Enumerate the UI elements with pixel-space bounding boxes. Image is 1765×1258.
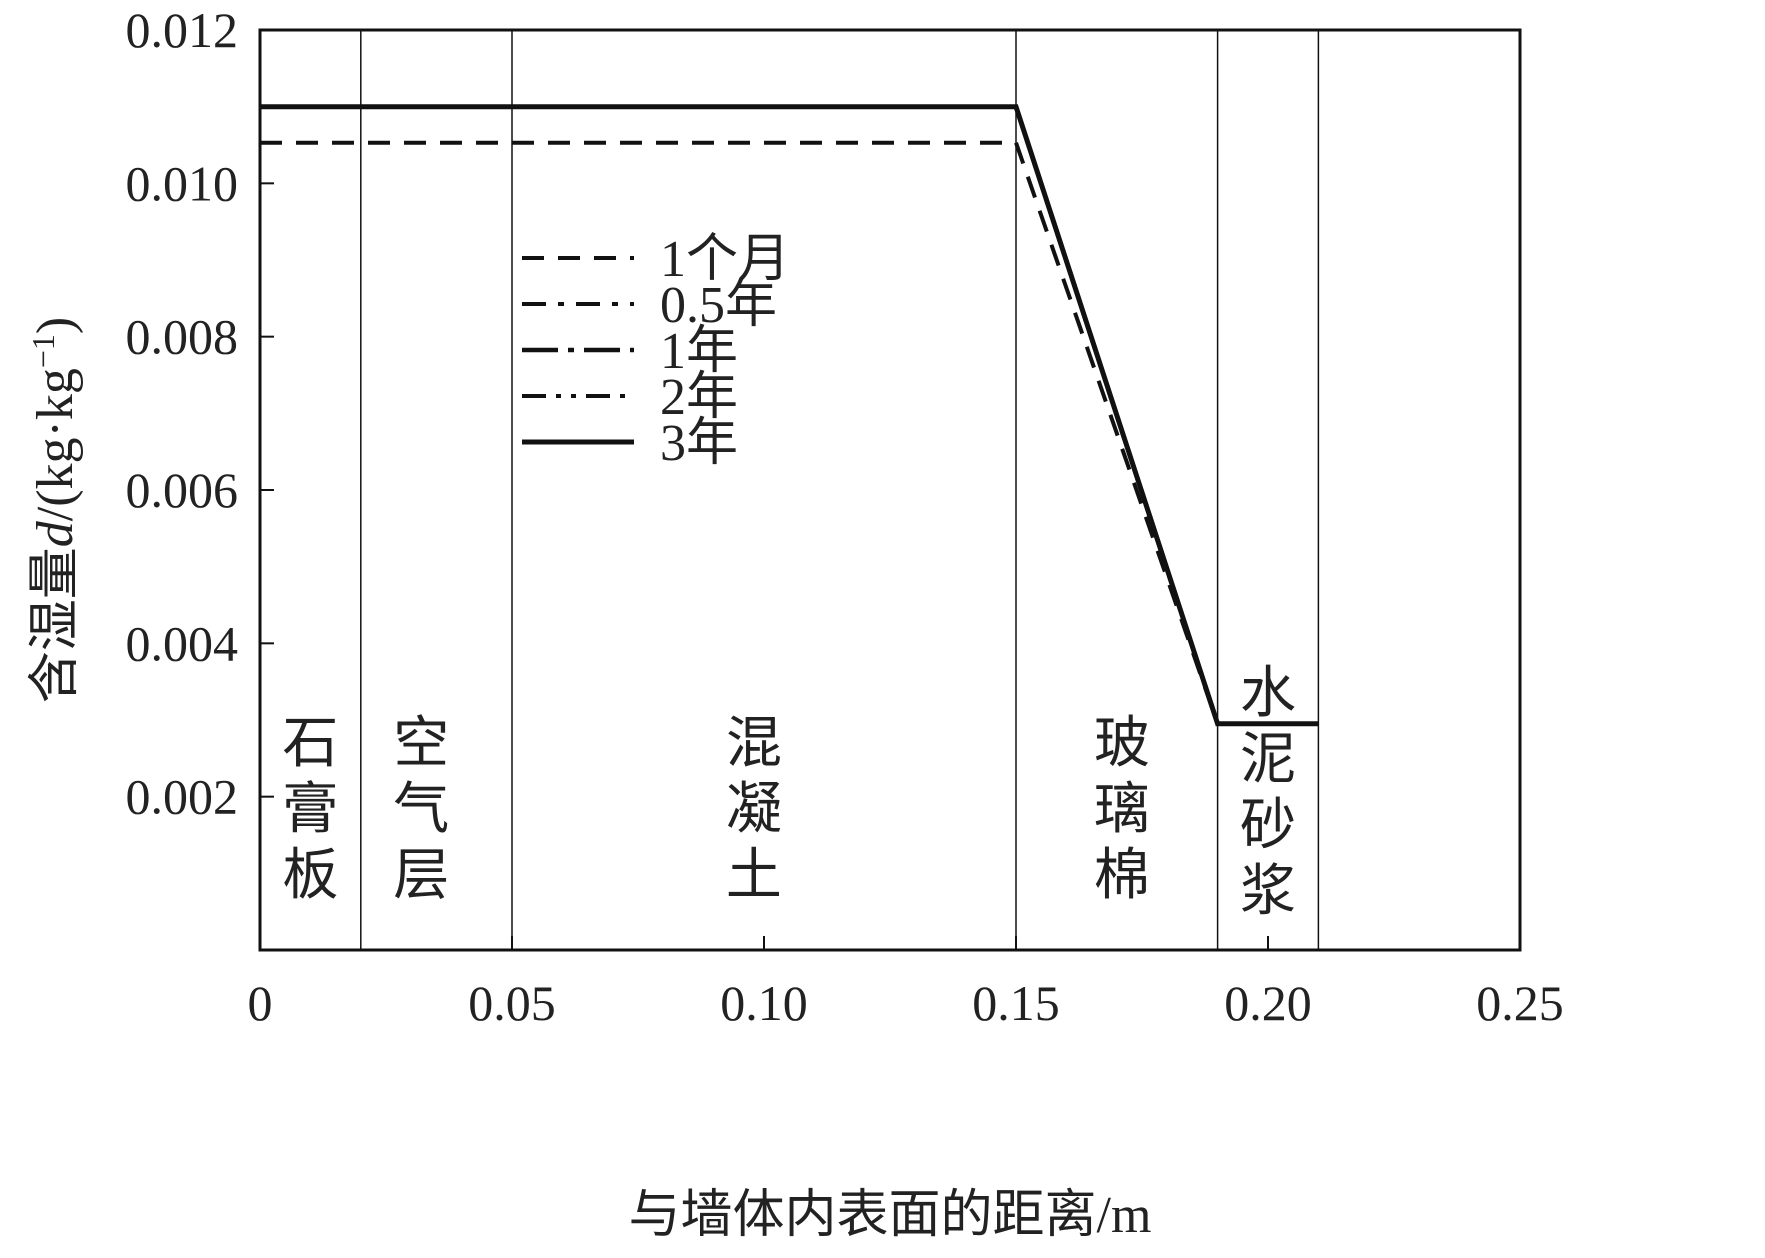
layer-boundaries — [360, 30, 1320, 950]
y-tick-label: 0.012 — [126, 2, 239, 58]
legend-label: 1年 — [660, 323, 738, 380]
layer-label-char: 璃 — [1094, 779, 1150, 841]
y-axis-label-unit-superscript: −1 — [25, 334, 61, 368]
layer-label-char: 混 — [726, 713, 782, 775]
legend-item: 2年 — [522, 369, 738, 426]
axis-ticks — [259, 29, 1521, 950]
layer-label-char: 气 — [393, 779, 449, 841]
legend-item: 0.5年 — [522, 277, 777, 334]
layer-label-char: 水 — [1240, 663, 1296, 725]
layer-label-char: 砂 — [1240, 795, 1296, 857]
layer-label-char: 空 — [393, 713, 449, 775]
series-line-dashdot — [260, 104, 1319, 726]
legend-label: 3年 — [660, 415, 738, 472]
legend-item: 1个月 — [522, 231, 790, 288]
x-tick-label: 0.25 — [1476, 975, 1564, 1031]
series-line-longdashdot — [260, 104, 1319, 727]
y-axis-label-variable: d — [27, 520, 84, 547]
legend-item: 3年 — [522, 415, 738, 472]
y-axis-label-unit: /(kg·kg — [27, 368, 84, 521]
layer-label: 混凝土 — [726, 713, 782, 907]
y-tick-label: 0.004 — [126, 615, 239, 671]
legend-label: 2年 — [660, 369, 738, 426]
x-tick-label: 0.15 — [972, 975, 1060, 1031]
y-axis-label-unit-close: ) — [27, 317, 84, 334]
layer-label-char: 石 — [282, 713, 338, 775]
layer-label: 石膏板 — [282, 713, 338, 907]
series-line-solid — [260, 104, 1319, 727]
layer-label-char: 玻 — [1094, 713, 1150, 775]
legend-item: 1年 — [522, 323, 738, 380]
layer-label-char: 膏 — [282, 779, 338, 841]
y-axis-label: 含湿量d/(kg·kg−1) — [25, 317, 84, 703]
layer-label-char: 泥 — [1240, 729, 1296, 791]
y-tick-label: 0.006 — [126, 462, 239, 518]
layer-label-char: 浆 — [1240, 861, 1296, 923]
legend-label: 0.5年 — [660, 277, 777, 334]
layer-label-char: 板 — [282, 845, 338, 907]
series-line-dashdotdot — [260, 104, 1319, 726]
series-line-dash — [260, 140, 1319, 726]
layer-label: 玻璃棉 — [1094, 713, 1150, 907]
layer-label-char: 土 — [726, 845, 782, 907]
x-tick-label: 0.20 — [1224, 975, 1312, 1031]
series-lines — [260, 104, 1319, 727]
layer-label-char: 棉 — [1094, 845, 1150, 907]
x-tick-label: 0 — [248, 975, 273, 1031]
x-axis-label: 与墙体内表面的距离/m — [629, 1187, 1152, 1244]
layer-label: 空气层 — [393, 713, 449, 907]
x-tick-label: 0.05 — [468, 975, 556, 1031]
y-tick-label: 0.010 — [126, 155, 239, 211]
tick-labels: 0 0.05 0.10 0.15 0.20 0.25 0.002 0.004 0.006 0.00… — [126, 2, 1564, 1031]
layer-label-char: 层 — [393, 845, 449, 907]
y-axis-label-prefix: 含湿量 — [27, 547, 84, 703]
y-tick-label: 0.002 — [126, 769, 239, 825]
x-tick-label: 0.10 — [720, 975, 808, 1031]
legend-label: 1个月 — [660, 231, 790, 288]
y-tick-label: 0.008 — [126, 309, 239, 365]
layer-label-char: 凝 — [726, 779, 782, 841]
